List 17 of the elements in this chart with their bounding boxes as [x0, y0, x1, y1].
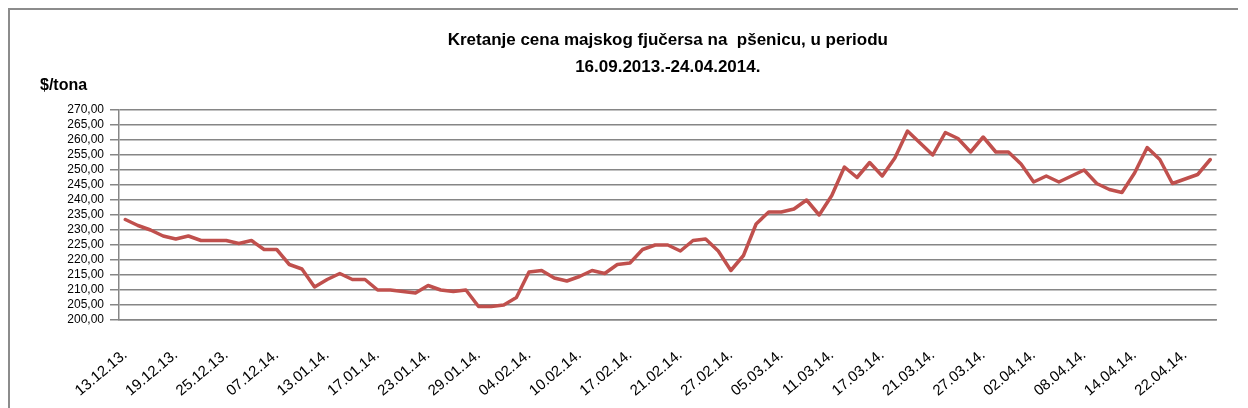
y-tick-label: 250,00 [67, 162, 105, 177]
y-tick-label: 220,00 [67, 252, 105, 267]
y-tick-label: 215,00 [67, 267, 105, 282]
y-tick-label: 255,00 [67, 147, 105, 162]
y-tick-label: 230,00 [67, 222, 105, 237]
y-tick-label: 225,00 [67, 237, 105, 252]
y-tick-label: 205,00 [67, 297, 105, 312]
y-tick-label: 235,00 [67, 207, 105, 222]
y-tick-label: 240,00 [67, 192, 105, 207]
y-tick-label: 260,00 [67, 132, 105, 147]
y-tick-label: 210,00 [67, 282, 105, 297]
y-axis-title: $/tona [40, 76, 88, 94]
chart-title: Kretanje cena majskog fjučersa na pšenicu, u periodu 16.09.2013.-24.04.2014. [447, 29, 888, 76]
y-tick-label: 245,00 [67, 177, 105, 192]
y-tick-label: 265,00 [67, 117, 105, 132]
y-tick-label: 270,00 [67, 102, 105, 117]
y-tick-label: 200,00 [67, 312, 105, 327]
